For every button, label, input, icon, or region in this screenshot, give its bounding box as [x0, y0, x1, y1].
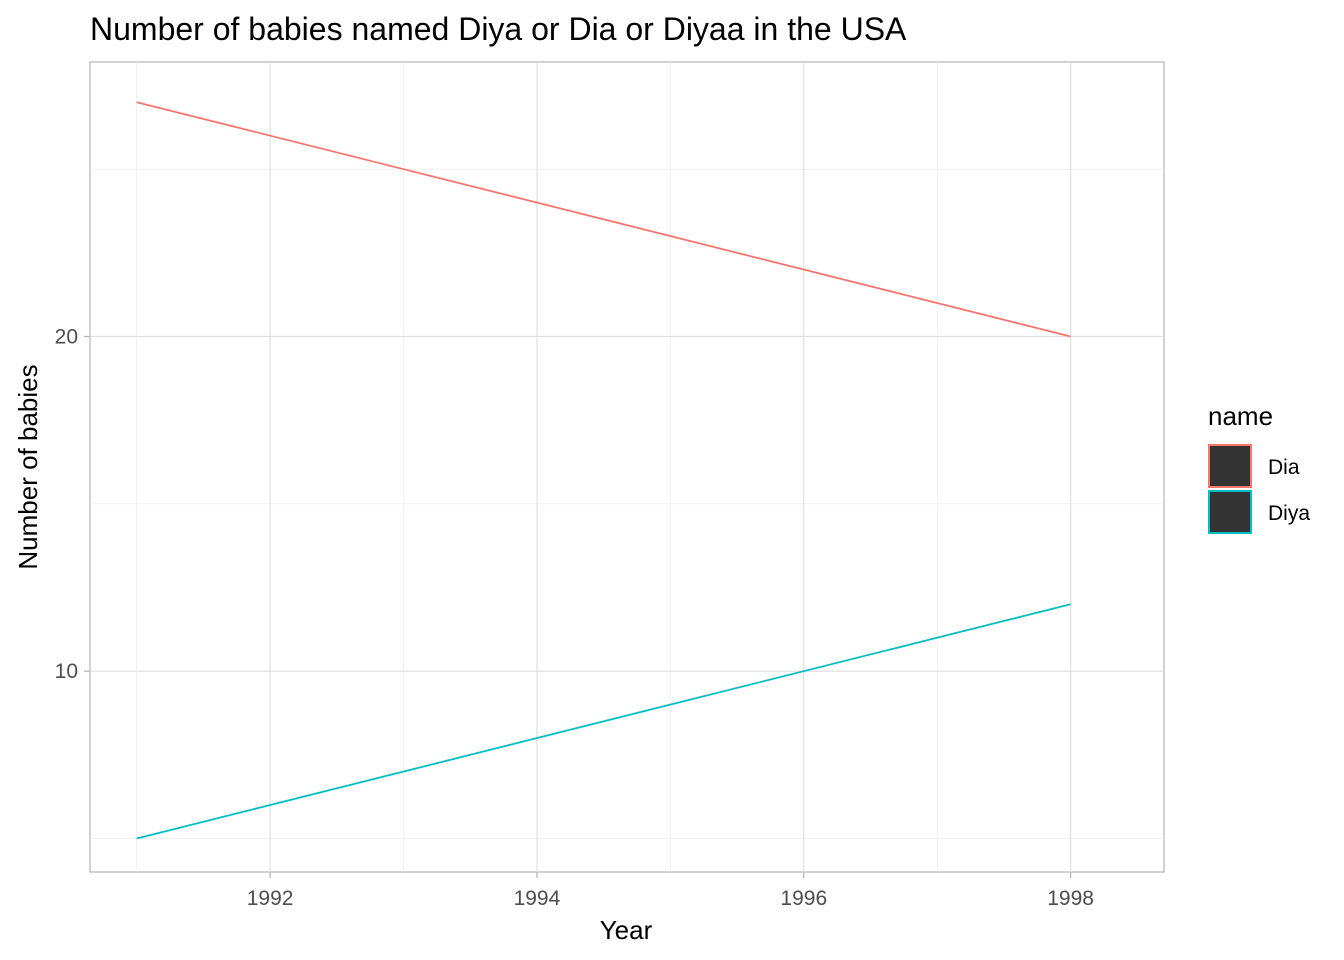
plot-panel [89, 61, 1165, 873]
grid-lines [90, 62, 1164, 872]
series-lines [136, 101, 1071, 840]
x-axis-title: Year [600, 915, 653, 945]
y-tick-label: 10 [55, 660, 78, 683]
legend-key-dia [1208, 444, 1252, 488]
chart-title: Number of babies named Diya or Dia or Di… [90, 11, 907, 47]
legend-label-dia: Dia [1268, 456, 1300, 479]
x-tick-label: 1996 [780, 887, 827, 910]
legend-title: name [1208, 401, 1273, 431]
x-axis-ticks: 1992 1994 1996 1998 [247, 872, 1094, 910]
legend-key-diya [1208, 490, 1252, 534]
series-line-dia [136, 101, 1071, 338]
y-tick-label: 20 [55, 325, 78, 348]
legend: name Dia Diya [1208, 401, 1310, 534]
legend-label-diya: Diya [1268, 502, 1310, 525]
y-axis-title: Number of babies [13, 364, 43, 569]
panel-border [89, 61, 1165, 873]
x-tick-label: 1998 [1047, 887, 1094, 910]
x-tick-label: 1994 [514, 887, 561, 910]
y-axis-ticks: 10 20 [55, 325, 90, 683]
x-tick-label: 1992 [247, 887, 294, 910]
series-line-diya [136, 603, 1071, 840]
